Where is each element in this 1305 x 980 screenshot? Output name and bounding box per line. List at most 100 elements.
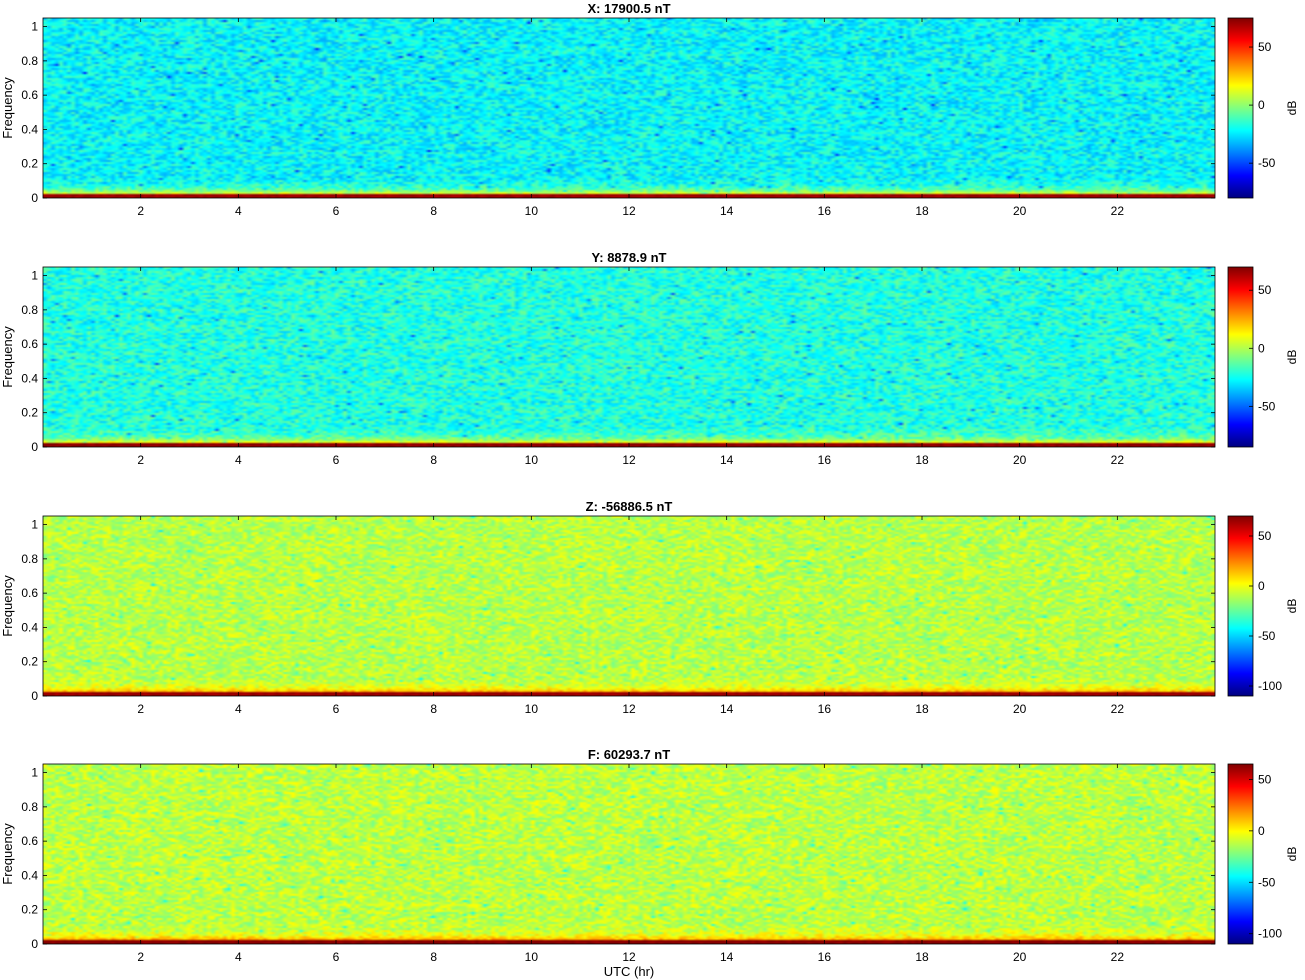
x-tick-label: 12 [622,204,636,218]
x-tick-label: 12 [622,950,636,964]
x-tick-label: 16 [818,453,832,467]
x-tick-label: 2 [137,950,144,964]
colorbar [1227,266,1254,448]
y-tick-label: 1 [31,269,38,283]
x-tick-label: 20 [1013,950,1027,964]
y-tick-label: 0.4 [21,122,38,136]
x-tick-label: 14 [720,204,734,218]
x-tick-label: 8 [430,453,437,467]
x-tick-label: 4 [235,702,242,716]
y-axis-label: Frequency [0,575,15,637]
colorbar-tick-label: 0 [1258,579,1265,593]
panel-title: Z: -56886.5 nT [586,499,673,514]
colorbar-tick-label: -100 [1258,927,1282,941]
x-tick-label: 8 [430,204,437,218]
colorbar-tick-label: 50 [1258,40,1272,54]
y-tick-label: 0.4 [21,868,38,882]
colorbar-tick-label: 50 [1258,283,1272,297]
x-tick-label: 22 [1111,950,1125,964]
colorbar [1227,763,1254,945]
x-axis-label: UTC (hr) [604,964,655,979]
y-tick-label: 0.6 [21,337,38,351]
y-tick-label: 0.2 [21,157,38,171]
x-tick-label: 8 [430,950,437,964]
colorbar-tick-label: -50 [1258,399,1276,413]
x-tick-label: 18 [915,702,929,716]
spectrogram-image [43,18,1215,198]
x-tick-label: 22 [1111,204,1125,218]
colorbar [1227,17,1254,199]
colorbar-tick-label: -50 [1258,875,1276,889]
x-tick-label: 10 [525,204,539,218]
y-tick-label: 0.6 [21,88,38,102]
colorbar-tick-label: 0 [1258,98,1265,112]
y-tick-label: 0 [31,440,38,454]
x-tick-label: 2 [137,453,144,467]
x-tick-label: 12 [622,453,636,467]
x-tick-label: 4 [235,204,242,218]
x-tick-label: 6 [333,950,340,964]
y-tick-label: 0.2 [21,406,38,420]
y-tick-label: 0.2 [21,655,38,669]
x-tick-label: 10 [525,453,539,467]
x-tick-label: 2 [137,702,144,716]
colorbar-label: dB [1285,599,1299,614]
x-tick-label: 20 [1013,204,1027,218]
colorbar-tick-label: 0 [1258,824,1265,838]
y-tick-label: 0 [31,689,38,703]
x-tick-label: 6 [333,702,340,716]
x-tick-label: 16 [818,204,832,218]
spectrogram-image [43,516,1215,696]
y-tick-label: 0 [31,191,38,205]
colorbar-label: dB [1285,847,1299,862]
colorbar-tick-label: -50 [1258,156,1276,170]
panel-title: F: 60293.7 nT [588,747,670,762]
x-tick-label: 20 [1013,702,1027,716]
x-tick-label: 14 [720,702,734,716]
x-tick-label: 6 [333,453,340,467]
x-tick-label: 22 [1111,702,1125,716]
y-tick-label: 0.8 [21,303,38,317]
y-tick-label: 0.2 [21,903,38,917]
x-tick-label: 16 [818,702,832,716]
colorbar-label: dB [1285,350,1299,365]
spectrogram-image [43,764,1215,944]
panel-title: Y: 8878.9 nT [592,250,667,265]
x-tick-label: 18 [915,453,929,467]
y-tick-label: 0.4 [21,371,38,385]
x-tick-label: 16 [818,950,832,964]
x-tick-label: 20 [1013,453,1027,467]
panel-title: X: 17900.5 nT [587,1,670,16]
colorbar-label: dB [1285,101,1299,116]
colorbar-tick-label: -100 [1258,679,1282,693]
y-tick-label: 0.8 [21,54,38,68]
x-tick-label: 4 [235,950,242,964]
y-tick-label: 0.8 [21,552,38,566]
x-tick-label: 18 [915,950,929,964]
y-tick-label: 0.8 [21,800,38,814]
x-tick-label: 14 [720,950,734,964]
y-tick-label: 0.6 [21,586,38,600]
x-tick-label: 14 [720,453,734,467]
x-tick-label: 6 [333,204,340,218]
y-axis-label: Frequency [0,326,15,388]
y-tick-label: 1 [31,518,38,532]
y-axis-label: Frequency [0,823,15,885]
colorbar-tick-label: 50 [1258,772,1272,786]
x-tick-label: 18 [915,204,929,218]
x-tick-label: 2 [137,204,144,218]
y-tick-label: 1 [31,20,38,34]
y-tick-label: 0.4 [21,620,38,634]
x-tick-label: 4 [235,453,242,467]
x-tick-label: 8 [430,702,437,716]
colorbar [1227,515,1254,697]
x-tick-label: 10 [525,702,539,716]
colorbar-tick-label: 0 [1258,341,1265,355]
y-tick-label: 0.6 [21,834,38,848]
y-axis-label: Frequency [0,77,15,139]
